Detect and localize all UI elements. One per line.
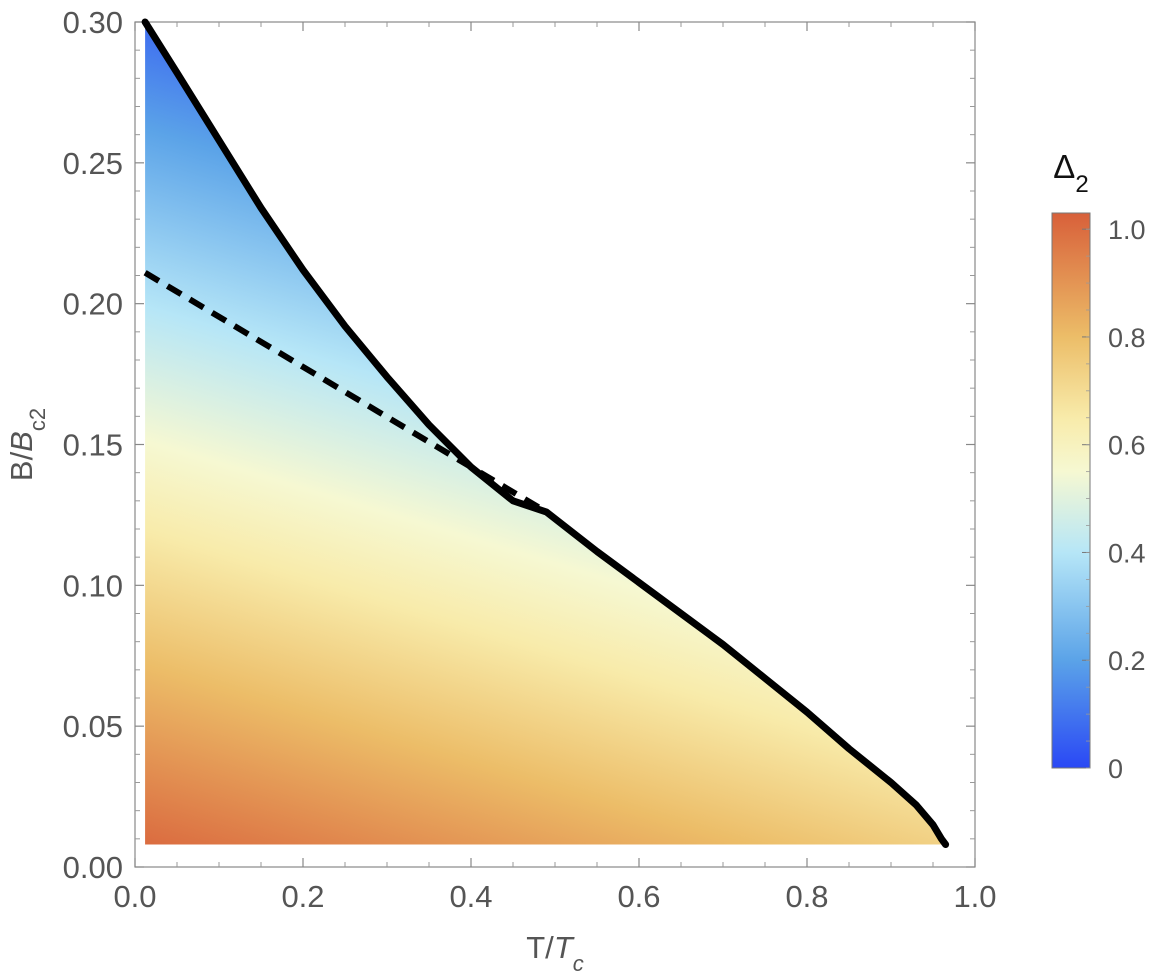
y-tick-label: 0.30 bbox=[63, 5, 123, 40]
colorbar-tick-label: 0 bbox=[1108, 754, 1123, 784]
x-tick-label: 0.6 bbox=[617, 879, 660, 914]
x-tick-label: 0.8 bbox=[785, 879, 828, 914]
x-tick-label: 0.4 bbox=[449, 879, 492, 914]
y-tick-label: 0.25 bbox=[63, 146, 123, 181]
order-parameter-field bbox=[145, 22, 946, 845]
plot-area: 0.0 0.2 0.4 0.6 0.8 1.0 0.000.050.100.150.200… bbox=[63, 5, 997, 914]
colorbar: 0 0.2 0.4 0.6 0.8 1.0 Δ2 bbox=[1051, 148, 1146, 784]
x-axis-title: T/Tc bbox=[526, 930, 584, 976]
y-tick-label: 0.05 bbox=[63, 709, 123, 744]
colorbar-tick-label: 0.6 bbox=[1108, 431, 1146, 461]
x-axis: 0.0 0.2 0.4 0.6 0.8 1.0 bbox=[113, 22, 997, 914]
colorbar-ticks: 0 0.2 0.4 0.6 0.8 1.0 bbox=[1082, 215, 1146, 784]
y-tick-label: 0.10 bbox=[63, 568, 123, 603]
y-axis: 0.00 0.05 0.10 0.15 0.20 0.25 0.30 bbox=[63, 5, 975, 885]
upper-critical-field-line bbox=[141, 18, 950, 848]
y-tick-label: 0.00 bbox=[63, 850, 123, 885]
x-tick-label: 0.2 bbox=[281, 879, 324, 914]
x-tick-label: 1.0 bbox=[953, 879, 996, 914]
y-tick-label: 0.20 bbox=[63, 287, 123, 322]
colorbar-tick-label: 0.2 bbox=[1108, 646, 1146, 676]
colorbar-tick-label: 1.0 bbox=[1108, 215, 1146, 245]
y-tick-label: 0.15 bbox=[63, 428, 123, 463]
colorbar-tick-label: 0.8 bbox=[1108, 323, 1146, 353]
x-tick-label: 0.0 bbox=[113, 879, 156, 914]
y-axis-title: B/Bc2 bbox=[4, 408, 50, 481]
colorbar-title: Δ2 bbox=[1053, 148, 1088, 198]
colorbar-tick-label: 0.4 bbox=[1108, 538, 1146, 568]
colorbar-gradient bbox=[1051, 212, 1091, 769]
